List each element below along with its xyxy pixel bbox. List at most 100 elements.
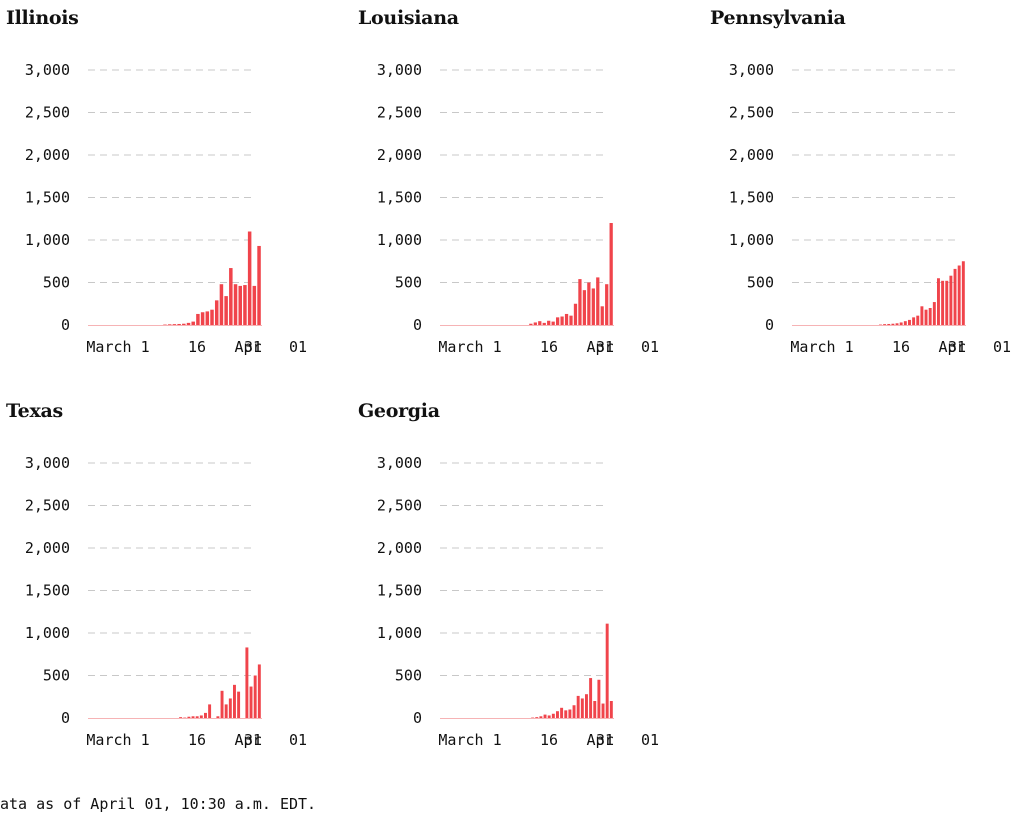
bar (580, 698, 584, 718)
y-tick-label: 0 (413, 316, 422, 334)
bar (172, 324, 177, 325)
y-tick-label: 0 (765, 316, 774, 334)
y-tick-label: 2,000 (377, 539, 422, 557)
bar (589, 678, 593, 718)
y-tick-label: 2,000 (729, 146, 774, 164)
bar (208, 704, 212, 718)
bar (899, 322, 903, 325)
y-tick-label: 500 (747, 274, 774, 292)
y-tick-label: 3,000 (377, 454, 422, 472)
y-tick-label: 1,000 (729, 231, 774, 249)
chart-panel-texas: Texas 0 500 1,000 1,500 2,000 2,500 3,000 March… (0, 393, 330, 753)
bar (167, 324, 172, 325)
bar (560, 316, 564, 325)
bar (182, 323, 186, 325)
bar (543, 714, 547, 718)
x-tick-label: Apr (234, 731, 261, 749)
bar (564, 313, 569, 325)
bar (233, 684, 236, 718)
x-tick-label: 31 (596, 731, 614, 749)
bar (572, 705, 576, 718)
bar (542, 322, 546, 326)
bar (601, 703, 605, 718)
bar (257, 245, 261, 325)
bar (195, 716, 199, 718)
bar (257, 664, 261, 718)
x-tick-label: 31 (948, 338, 966, 356)
bar (949, 275, 953, 325)
y-tick-label: 2,500 (25, 497, 70, 515)
chart-panel-louisiana: Louisiana 0 500 1,000 1,500 2,000 2,500 3,000 M… (352, 0, 682, 360)
bar (205, 311, 210, 325)
bar (191, 321, 195, 325)
bar (576, 695, 580, 718)
y-tick-label: 500 (43, 274, 70, 292)
x-tick-label: 16 (188, 731, 206, 749)
bar (569, 315, 573, 325)
bar (204, 712, 207, 718)
y-tick-label: 0 (61, 316, 70, 334)
bar (252, 285, 257, 325)
x-tick-label: March 1 (438, 731, 501, 749)
x-tick-label: Apr (938, 338, 965, 356)
bar (179, 717, 183, 718)
y-tick-label: 0 (61, 709, 70, 727)
bar (945, 280, 949, 325)
y-tick-label: 1,000 (25, 624, 70, 642)
bar (593, 701, 597, 718)
x-tick-label: March 1 (438, 338, 501, 356)
y-tick-label: 2,500 (377, 497, 422, 515)
bar (556, 711, 559, 718)
y-tick-label: 1,000 (377, 624, 422, 642)
y-tick-label: 1,500 (25, 582, 70, 600)
x-tick-label: 16 (540, 731, 558, 749)
bar (587, 282, 591, 325)
y-tick-label: 2,500 (729, 104, 774, 122)
x-tick-label: 16 (188, 338, 206, 356)
x-tick-label: March 1 (86, 338, 149, 356)
bar (224, 296, 228, 325)
x-tick-label: March 1 (86, 731, 149, 749)
y-tick-label: 1,500 (25, 189, 70, 207)
y-tick-label: 3,000 (729, 61, 774, 79)
chart-svg-illinois: 0 500 1,000 1,500 2,000 2,500 3,000 March 1 16 Ap… (25, 61, 307, 356)
bar (941, 280, 945, 325)
x-tick-label: 01 (641, 731, 659, 749)
bar (578, 279, 582, 325)
chart-svg-pennsylvania: 0 500 1,000 1,500 2,000 2,500 3,000 March 1 16 Ap… (729, 61, 1011, 356)
bar (229, 268, 233, 325)
y-tick-label: 500 (43, 667, 70, 685)
bar (556, 317, 560, 325)
bar (196, 313, 200, 325)
y-tick-label: 1,500 (377, 189, 422, 207)
bar (245, 647, 249, 718)
bar (238, 285, 242, 325)
bar (228, 698, 232, 718)
x-tick-label: 01 (289, 731, 307, 749)
bar (533, 322, 537, 325)
bar (585, 694, 588, 718)
chart-title: Louisiana (358, 7, 459, 29)
x-tick-label: 31 (244, 338, 262, 356)
x-tick-label: 31 (596, 338, 614, 356)
bar (237, 691, 241, 718)
bar (597, 679, 601, 718)
y-tick-label: 2,500 (377, 104, 422, 122)
bar (932, 302, 936, 325)
bar (887, 323, 891, 325)
bar (568, 709, 572, 718)
x-tick-label: 01 (993, 338, 1011, 356)
bar (216, 716, 220, 718)
bar (191, 716, 195, 718)
x-tick-label: 01 (641, 338, 659, 356)
bar (547, 715, 551, 718)
bar (596, 277, 600, 325)
bar (233, 284, 238, 325)
x-tick-label: 16 (892, 338, 910, 356)
bar (243, 285, 247, 325)
bar (953, 268, 957, 325)
chart-svg-texas: 0 500 1,000 1,500 2,000 2,500 3,000 March 1 16 Ap… (25, 454, 307, 749)
bar (210, 309, 214, 325)
bar (186, 322, 191, 326)
y-tick-label: 1,000 (25, 231, 70, 249)
